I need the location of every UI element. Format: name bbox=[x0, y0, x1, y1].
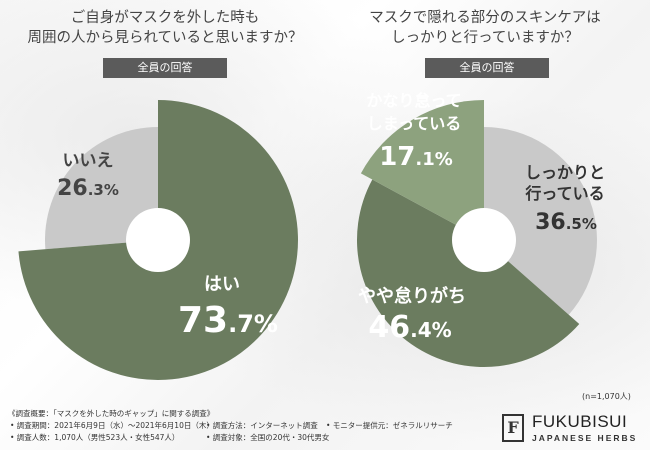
logo-name: FUKUBISUI bbox=[532, 412, 628, 431]
sample-size-note: (n=1,070人) bbox=[582, 392, 631, 401]
survey-heading: 《調査概要：「マスクを外した時のギャップ」に関する調査》 bbox=[8, 409, 215, 418]
survey-monitor: • モニター提供元：ゼネラルリサーチ bbox=[326, 421, 453, 430]
value-yes: 73.7% bbox=[178, 300, 278, 341]
survey-people: • 調査人数：1,070人（男性523人・女性547人） bbox=[10, 433, 180, 442]
pie-slice-somewhat-neglect bbox=[356, 179, 580, 368]
label-quite-neglect-line1: かなり怠って bbox=[366, 91, 461, 110]
pie-center-hole bbox=[126, 208, 190, 272]
logo-mark: F bbox=[502, 414, 524, 442]
left-pie-chart: はい 73.7% いいえ 26.3% bbox=[18, 100, 299, 380]
survey-period: • 調査期間：2021年6月9日（水）〜2021年6月10日（木） bbox=[10, 421, 214, 430]
survey-footer: 《調査概要：「マスクを外した時のギャップ」に関する調査》 • 調査期間：2021… bbox=[8, 408, 453, 448]
label-diligent-line1: しっかりと bbox=[525, 163, 605, 182]
right-title-line2: しっかりと行っていますか？ bbox=[391, 30, 579, 46]
value-somewhat-neglect: 46.4% bbox=[368, 310, 451, 345]
logo-subtitle: JAPANESE HERBS bbox=[532, 433, 638, 443]
right-chart-title: マスクで隠れる部分のスキンケアは しっかりと行っていますか？ bbox=[340, 8, 630, 48]
survey-target: • 調査対象：全国の20代・30代男女 bbox=[206, 433, 330, 442]
label-quite-neglect-line2: しまっている bbox=[367, 114, 462, 133]
label-yes: はい bbox=[204, 274, 240, 295]
pie-slice-quite-neglect bbox=[360, 100, 484, 240]
left-title-line1: ご自身がマスクを外した時も bbox=[70, 10, 260, 26]
label-diligent-line2: 行っている bbox=[524, 184, 604, 203]
value-quite-neglect: 17.1% bbox=[379, 142, 453, 172]
left-chart-title: ご自身がマスクを外した時も 周囲の人から見られていると思いますか？ bbox=[20, 8, 310, 48]
right-respondents-badge: 全員の回答 bbox=[425, 58, 549, 78]
pie-slice-no bbox=[45, 127, 158, 250]
label-somewhat-neglect: やや怠りがち bbox=[358, 285, 466, 307]
left-title-line2: 周囲の人から見られていると思いますか？ bbox=[27, 30, 303, 46]
fukubisui-logo: F FUKUBISUI JAPANESE HERBS bbox=[502, 412, 642, 446]
survey-method: • 調査方法：インターネット調査 bbox=[206, 421, 318, 430]
value-no: 26.3% bbox=[57, 176, 119, 201]
right-title-line1: マスクで隠れる部分のスキンケアは bbox=[369, 10, 601, 26]
pie-center-hole bbox=[452, 208, 516, 272]
value-diligent: 36.5% bbox=[535, 210, 597, 235]
left-respondents-badge: 全員の回答 bbox=[103, 58, 227, 78]
pie-slice-diligent bbox=[484, 127, 597, 315]
label-no: いいえ bbox=[63, 151, 114, 171]
